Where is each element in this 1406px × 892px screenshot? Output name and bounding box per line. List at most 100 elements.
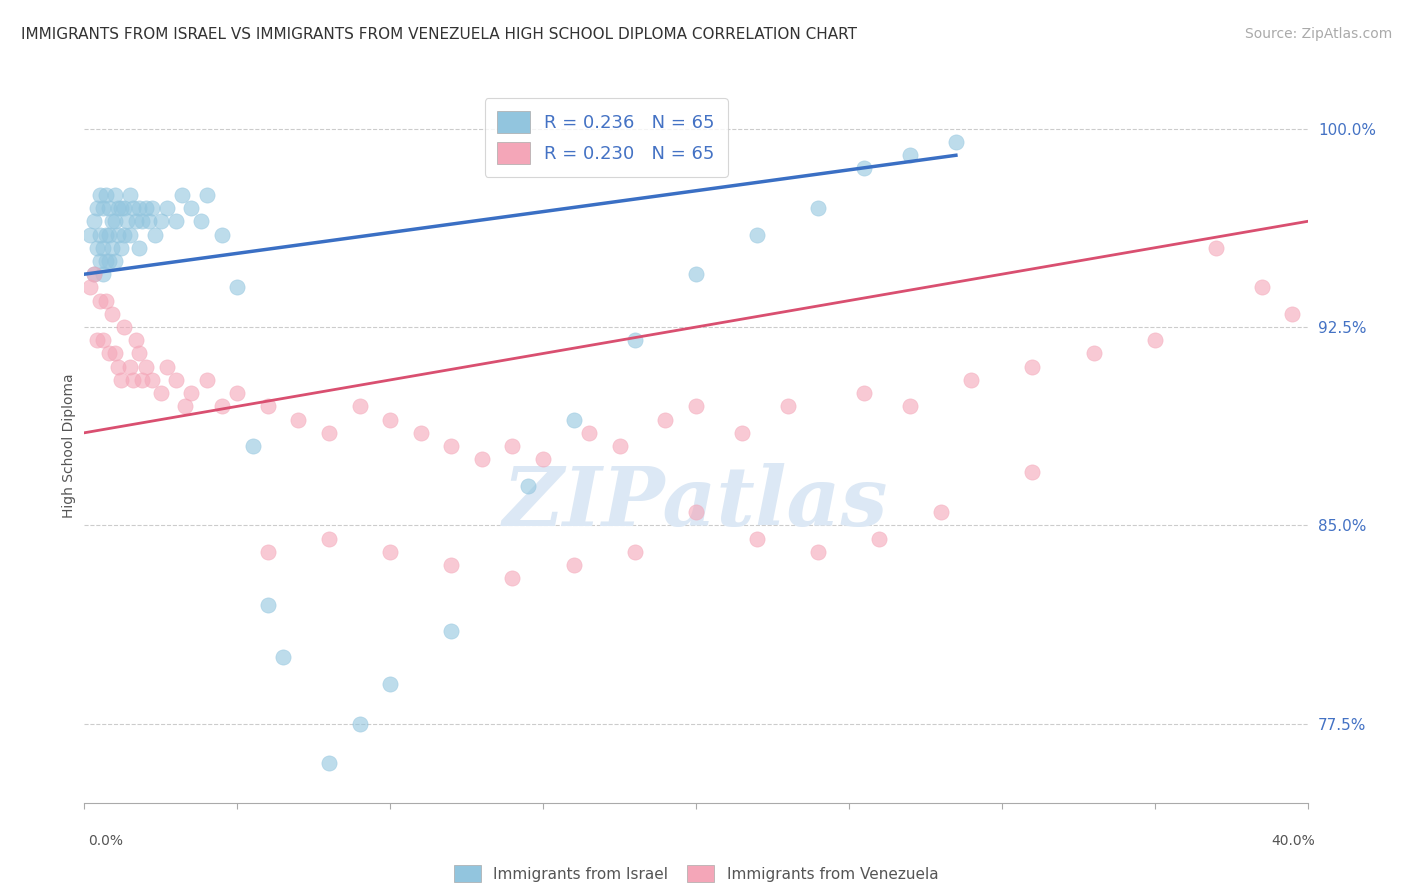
Point bbox=[731, 425, 754, 440]
Point bbox=[83, 267, 105, 281]
Text: 0.0%: 0.0% bbox=[89, 834, 124, 848]
Point bbox=[141, 201, 163, 215]
Point bbox=[257, 545, 280, 559]
Point bbox=[1083, 346, 1105, 360]
Point bbox=[380, 545, 402, 559]
Point bbox=[380, 677, 402, 691]
Point bbox=[79, 227, 101, 242]
Point bbox=[141, 373, 163, 387]
Point bbox=[271, 650, 294, 665]
Point bbox=[685, 400, 707, 414]
Point bbox=[1205, 241, 1227, 255]
Point bbox=[131, 214, 153, 228]
Point bbox=[89, 227, 111, 242]
Point bbox=[97, 227, 120, 242]
Point bbox=[1143, 333, 1166, 347]
Point bbox=[516, 478, 538, 492]
Point bbox=[685, 267, 707, 281]
Point bbox=[83, 267, 105, 281]
Point bbox=[609, 439, 631, 453]
Point bbox=[1021, 466, 1043, 480]
Point bbox=[440, 558, 463, 572]
Point bbox=[929, 505, 952, 519]
Point bbox=[624, 333, 647, 347]
Point bbox=[502, 439, 524, 453]
Point bbox=[1250, 280, 1272, 294]
Point bbox=[685, 505, 707, 519]
Point bbox=[562, 558, 585, 572]
Point bbox=[120, 359, 142, 374]
Y-axis label: High School Diploma: High School Diploma bbox=[62, 374, 76, 518]
Point bbox=[471, 452, 494, 467]
Point bbox=[165, 373, 187, 387]
Point bbox=[86, 241, 108, 255]
Text: 40.0%: 40.0% bbox=[1271, 834, 1315, 848]
Point bbox=[578, 425, 600, 440]
Point bbox=[91, 333, 114, 347]
Point bbox=[89, 188, 111, 202]
Point bbox=[318, 425, 340, 440]
Point bbox=[104, 188, 127, 202]
Point bbox=[128, 346, 150, 360]
Point bbox=[211, 227, 233, 242]
Point bbox=[747, 532, 769, 546]
Text: IMMIGRANTS FROM ISRAEL VS IMMIGRANTS FROM VENEZUELA HIGH SCHOOL DIPLOMA CORRELAT: IMMIGRANTS FROM ISRAEL VS IMMIGRANTS FRO… bbox=[21, 27, 858, 42]
Point bbox=[138, 214, 160, 228]
Point bbox=[1281, 307, 1303, 321]
Point bbox=[125, 214, 148, 228]
Point bbox=[807, 201, 830, 215]
Point bbox=[94, 293, 117, 308]
Point bbox=[502, 571, 524, 585]
Text: ZIPatlas: ZIPatlas bbox=[503, 463, 889, 543]
Point bbox=[195, 188, 218, 202]
Point bbox=[853, 161, 876, 176]
Point bbox=[1021, 359, 1043, 374]
Point bbox=[122, 201, 145, 215]
Point bbox=[112, 227, 135, 242]
Point bbox=[128, 241, 150, 255]
Point bbox=[624, 545, 647, 559]
Point bbox=[128, 201, 150, 215]
Point bbox=[440, 439, 463, 453]
Point bbox=[91, 267, 114, 281]
Legend: Immigrants from Israel, Immigrants from Venezuela: Immigrants from Israel, Immigrants from … bbox=[447, 859, 945, 888]
Point bbox=[112, 320, 135, 334]
Point bbox=[110, 373, 132, 387]
Point bbox=[380, 412, 402, 426]
Point bbox=[104, 214, 127, 228]
Point bbox=[242, 439, 264, 453]
Point bbox=[211, 400, 233, 414]
Point bbox=[349, 400, 371, 414]
Point bbox=[107, 201, 129, 215]
Point bbox=[94, 254, 117, 268]
Point bbox=[562, 412, 585, 426]
Point bbox=[115, 214, 138, 228]
Point bbox=[110, 241, 132, 255]
Point bbox=[86, 333, 108, 347]
Point bbox=[131, 373, 153, 387]
Point bbox=[120, 227, 142, 242]
Point bbox=[318, 532, 340, 546]
Point bbox=[83, 214, 105, 228]
Point bbox=[89, 254, 111, 268]
Point bbox=[898, 400, 921, 414]
Point bbox=[654, 412, 676, 426]
Point bbox=[86, 201, 108, 215]
Point bbox=[172, 188, 194, 202]
Point bbox=[945, 135, 967, 149]
Point bbox=[149, 386, 172, 401]
Point bbox=[135, 201, 157, 215]
Point bbox=[125, 333, 148, 347]
Point bbox=[257, 598, 280, 612]
Point bbox=[531, 452, 554, 467]
Point bbox=[180, 201, 202, 215]
Point bbox=[776, 400, 799, 414]
Point bbox=[156, 201, 179, 215]
Point bbox=[869, 532, 891, 546]
Point bbox=[409, 425, 432, 440]
Point bbox=[747, 227, 769, 242]
Point bbox=[97, 201, 120, 215]
Point bbox=[107, 359, 129, 374]
Point bbox=[94, 227, 117, 242]
Point bbox=[257, 400, 280, 414]
